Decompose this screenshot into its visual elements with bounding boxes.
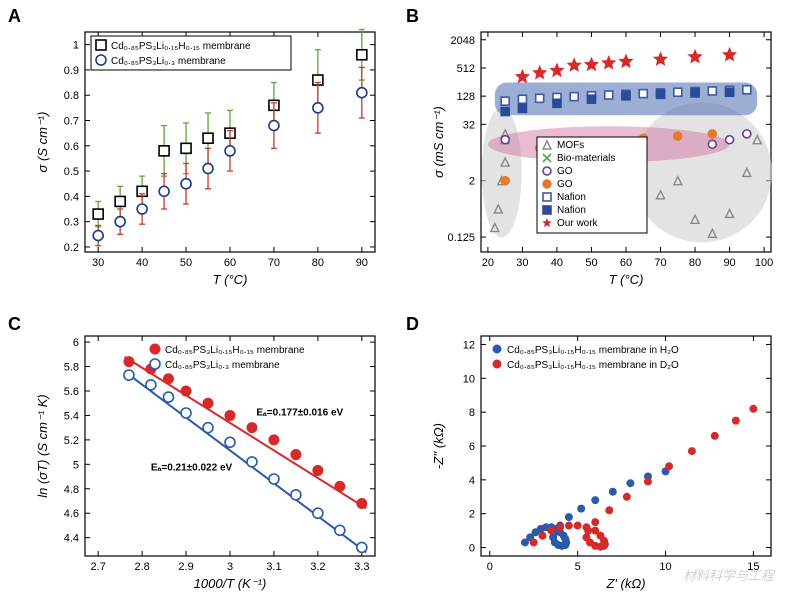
panel-b-chart: 20 30 40 50 60 70 80 90 100 0.125 2 32 128 512 2048 T (… xyxy=(426,20,786,300)
svg-text:90: 90 xyxy=(356,257,368,269)
svg-text:10: 10 xyxy=(463,373,475,385)
svg-text:3.2: 3.2 xyxy=(310,561,325,573)
panel-label-d: D xyxy=(406,314,419,335)
panel-label-b: B xyxy=(406,6,419,27)
svg-text:80: 80 xyxy=(689,257,701,269)
svg-text:2: 2 xyxy=(469,176,475,188)
panel-label-c: C xyxy=(8,314,21,335)
svg-text:Eₐ=0.177±0.016 eV: Eₐ=0.177±0.016 eV xyxy=(256,407,343,418)
svg-text:90: 90 xyxy=(723,257,735,269)
svg-text:4.6: 4.6 xyxy=(64,508,79,520)
svg-text:4.8: 4.8 xyxy=(64,484,79,496)
svg-text:Cd₀.₈₅PS₃Li₀.₁₅H₀.₁₅ membrane: Cd₀.₈₅PS₃Li₀.₁₅H₀.₁₅ membrane xyxy=(165,345,305,356)
svg-text:1: 1 xyxy=(73,40,79,52)
svg-text:2048: 2048 xyxy=(451,35,475,47)
svg-text:Nafion: Nafion xyxy=(557,205,586,216)
svg-text:3.1: 3.1 xyxy=(266,561,281,573)
svg-text:1000/T (K⁻¹): 1000/T (K⁻¹) xyxy=(194,576,267,591)
svg-text:MOFs: MOFs xyxy=(557,140,584,151)
svg-text:2.7: 2.7 xyxy=(91,561,106,573)
svg-text:30: 30 xyxy=(516,257,528,269)
svg-text:0.8: 0.8 xyxy=(64,90,79,102)
svg-text:2.8: 2.8 xyxy=(134,561,149,573)
svg-text:80: 80 xyxy=(312,257,324,269)
svg-text:Bio-materials: Bio-materials xyxy=(557,153,615,164)
svg-text:60: 60 xyxy=(620,257,632,269)
svg-text:0.125: 0.125 xyxy=(447,232,475,244)
svg-text:Eₐ=0.21±0.022 eV: Eₐ=0.21±0.022 eV xyxy=(151,462,233,473)
svg-text:60: 60 xyxy=(224,257,236,269)
svg-text:5: 5 xyxy=(575,561,581,573)
svg-text:128: 128 xyxy=(457,91,475,103)
svg-text:2.9: 2.9 xyxy=(178,561,193,573)
svg-text:30: 30 xyxy=(92,257,104,269)
svg-text:10: 10 xyxy=(659,561,671,573)
svg-text:3: 3 xyxy=(227,561,233,573)
svg-text:Cd₀.₈₅PS₃Li₀.₃ membrane: Cd₀.₈₅PS₃Li₀.₃ membrane xyxy=(165,360,280,371)
panel-c-chart: 2.7 2.8 2.9 3 3.1 3.2 3.3 4.4 4.6 4.8 5 5.2 5.4 5.6 5.… xyxy=(30,324,390,604)
svg-text:0.5: 0.5 xyxy=(64,166,79,178)
svg-text:Cd₀.₈₅PS₃Li₀.₁₅H₀.₁₅ membrane: Cd₀.₈₅PS₃Li₀.₁₅H₀.₁₅ membrane xyxy=(111,41,251,52)
svg-text:100: 100 xyxy=(755,257,773,269)
svg-text:6: 6 xyxy=(73,337,79,349)
panel-a-chart: 30 40 50 60 70 80 90 0.2 0.3 0.4 0.5 0.6 0.7 0.8 0.9 1 T… xyxy=(30,20,390,300)
svg-text:Our work: Our work xyxy=(557,218,599,229)
svg-text:Cd₀.₈₅PS₃Li₀.₁₅H₀.₁₅ membrane: Cd₀.₈₅PS₃Li₀.₁₅H₀.₁₅ membrane in H₂O xyxy=(507,345,679,356)
svg-text:4.4: 4.4 xyxy=(64,533,79,545)
watermark: 材料科学与工程 xyxy=(683,565,774,584)
svg-text:5.8: 5.8 xyxy=(64,362,79,374)
svg-text:2: 2 xyxy=(469,509,475,521)
svg-text:70: 70 xyxy=(268,257,280,269)
svg-text:512: 512 xyxy=(457,63,475,75)
panel-d-chart: 051015024681012Z' (kΩ)-Z'' (kΩ)Cd₀.₈₅PS₃… xyxy=(426,324,786,604)
svg-text:0.2: 0.2 xyxy=(64,242,79,254)
svg-text:-Z'' (kΩ): -Z'' (kΩ) xyxy=(431,423,446,469)
svg-text:GO: GO xyxy=(557,166,573,177)
svg-text:0.9: 0.9 xyxy=(64,65,79,77)
svg-text:Cd₀.₈₅PS₃Li₀.₁₅H₀.₁₅ membrane: Cd₀.₈₅PS₃Li₀.₁₅H₀.₁₅ membrane in D₂O xyxy=(507,360,679,371)
svg-text:σ (mS cm⁻¹): σ (mS cm⁻¹) xyxy=(431,106,446,178)
svg-text:8: 8 xyxy=(469,407,475,419)
svg-text:Cd₀.₈₅PS₃Li₀.₃ membrane: Cd₀.₈₅PS₃Li₀.₃ membrane xyxy=(111,56,226,67)
svg-text:σ (S cm⁻¹): σ (S cm⁻¹) xyxy=(35,112,50,173)
svg-text:5: 5 xyxy=(73,459,79,471)
svg-text:0.7: 0.7 xyxy=(64,116,79,128)
svg-text:3.3: 3.3 xyxy=(354,561,369,573)
svg-text:6: 6 xyxy=(469,441,475,453)
svg-text:70: 70 xyxy=(654,257,666,269)
svg-text:Z' (kΩ): Z' (kΩ) xyxy=(605,576,645,591)
svg-text:50: 50 xyxy=(585,257,597,269)
svg-text:T (°C): T (°C) xyxy=(609,272,644,287)
svg-text:12: 12 xyxy=(463,339,475,351)
svg-text:0.4: 0.4 xyxy=(64,191,79,203)
svg-text:32: 32 xyxy=(463,119,475,131)
svg-text:5.6: 5.6 xyxy=(64,386,79,398)
panel-label-a: A xyxy=(8,6,21,27)
svg-text:0.3: 0.3 xyxy=(64,217,79,229)
svg-text:GO: GO xyxy=(557,179,573,190)
svg-text:0.6: 0.6 xyxy=(64,141,79,153)
svg-text:5.2: 5.2 xyxy=(64,435,79,447)
svg-text:ln (σT) (S cm⁻¹ K): ln (σT) (S cm⁻¹ K) xyxy=(35,394,50,498)
svg-text:50: 50 xyxy=(180,257,192,269)
svg-text:20: 20 xyxy=(482,257,494,269)
svg-text:0: 0 xyxy=(487,561,493,573)
svg-text:T (°C): T (°C) xyxy=(213,272,248,287)
svg-text:40: 40 xyxy=(136,257,148,269)
svg-text:5.4: 5.4 xyxy=(64,410,79,422)
svg-text:4: 4 xyxy=(469,475,475,487)
svg-text:0: 0 xyxy=(469,543,475,555)
svg-text:Nafion: Nafion xyxy=(557,192,586,203)
svg-text:40: 40 xyxy=(551,257,563,269)
